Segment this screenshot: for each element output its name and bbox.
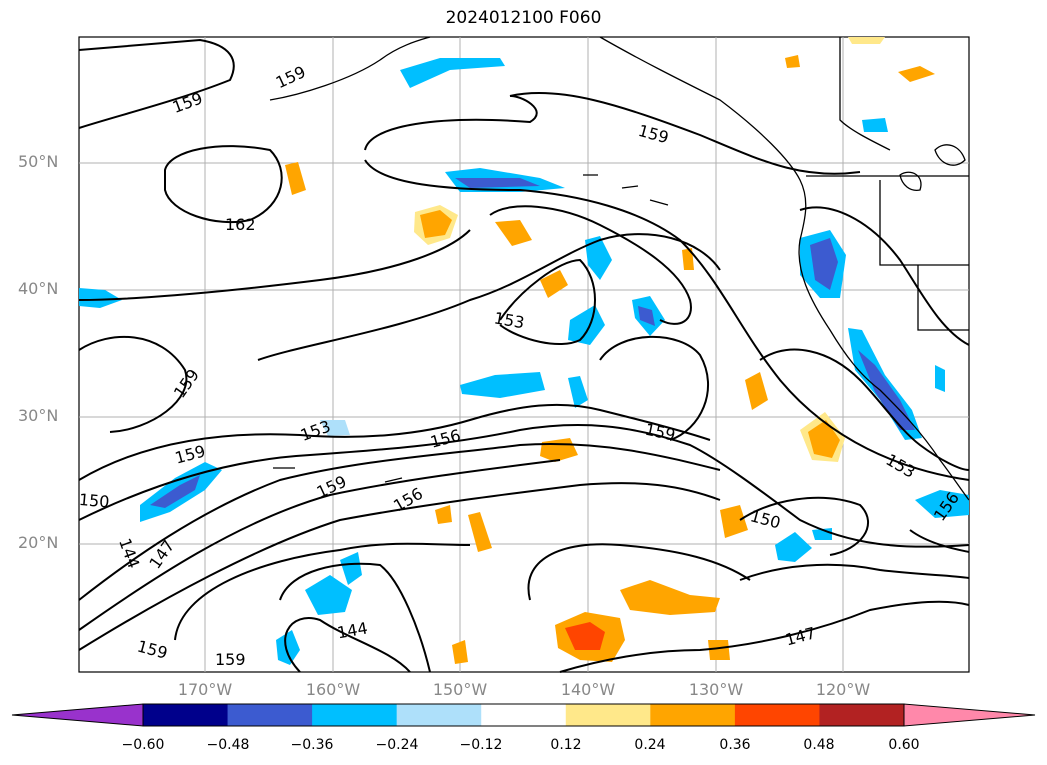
pos-patch bbox=[620, 580, 720, 615]
pos-patch bbox=[745, 372, 768, 410]
neg-patch bbox=[775, 532, 812, 562]
pos-patch bbox=[708, 640, 730, 660]
pos-patch bbox=[808, 420, 840, 458]
lon-label: 120°W bbox=[815, 680, 871, 699]
neg-patch bbox=[810, 238, 838, 290]
pos-patch bbox=[452, 640, 468, 664]
neg-patch bbox=[568, 305, 605, 345]
pos-patch bbox=[435, 505, 452, 524]
neg-patch bbox=[862, 118, 888, 132]
neg-patch bbox=[320, 420, 350, 436]
neg-patch bbox=[935, 365, 945, 392]
grid-lines bbox=[79, 37, 969, 672]
lon-label: 160°W bbox=[305, 680, 361, 699]
neg-patch bbox=[340, 552, 362, 585]
colorbar-extend-low bbox=[11, 703, 144, 727]
coastlines bbox=[269, 36, 970, 501]
neg-patch bbox=[276, 630, 300, 665]
pos-patch bbox=[420, 210, 452, 238]
colorbar-tick: −0.12 bbox=[459, 737, 503, 753]
colorbar-segment bbox=[819, 704, 905, 726]
neg-patch bbox=[400, 58, 505, 88]
colorbar-segment bbox=[481, 704, 567, 726]
colorbar-segment bbox=[734, 704, 820, 726]
colorbar-tick: −0.36 bbox=[290, 737, 334, 753]
lat-label: 30°N bbox=[18, 406, 59, 425]
neg-patch bbox=[305, 575, 352, 615]
pos-patch bbox=[285, 162, 306, 195]
contour-label: 150 bbox=[78, 490, 110, 512]
lon-label: 150°W bbox=[432, 680, 488, 699]
neg-patch bbox=[79, 288, 122, 308]
colorbar-segment bbox=[396, 704, 482, 726]
pos-patch bbox=[565, 622, 605, 650]
neg-patch bbox=[568, 376, 588, 408]
colorbar-tick: −0.48 bbox=[206, 737, 250, 753]
lon-label: 130°W bbox=[688, 680, 744, 699]
colorbar-segment bbox=[143, 704, 229, 726]
colorbar-tick: −0.24 bbox=[375, 737, 419, 753]
pos-patch bbox=[898, 66, 935, 82]
lat-label: 40°N bbox=[18, 279, 59, 298]
contour-label: 162 bbox=[225, 215, 256, 234]
colorbar-segment bbox=[650, 704, 736, 726]
colorbar-tick: 0.48 bbox=[803, 737, 835, 753]
neg-patch bbox=[858, 350, 915, 430]
neg-patch bbox=[150, 475, 200, 508]
height-contours bbox=[78, 38, 970, 673]
colorbar-segment bbox=[227, 704, 313, 726]
contour-label: 159 bbox=[215, 650, 246, 669]
colorbar-extend-high bbox=[903, 703, 1036, 727]
pos-patch bbox=[720, 505, 748, 538]
lon-label: 170°W bbox=[177, 680, 233, 699]
pos-patch bbox=[848, 37, 885, 44]
neg-patch bbox=[585, 236, 612, 280]
lat-label: 50°N bbox=[18, 152, 59, 171]
pos-patch bbox=[468, 512, 492, 552]
lon-label: 140°W bbox=[560, 680, 616, 699]
colorbar-tick: −0.60 bbox=[121, 737, 165, 753]
neg-patch bbox=[455, 178, 540, 188]
pos-patch bbox=[785, 55, 800, 68]
colorbar-tick: 0.24 bbox=[634, 737, 666, 753]
colorbar-segment bbox=[565, 704, 651, 726]
pos-patch bbox=[682, 248, 694, 270]
neg-patch bbox=[460, 372, 545, 398]
colorbar-tick: 0.36 bbox=[719, 737, 751, 753]
neg-patch bbox=[638, 306, 655, 326]
lat-label: 20°N bbox=[18, 533, 59, 552]
pos-patch bbox=[495, 220, 532, 246]
map-title: 2024012100 F060 bbox=[445, 8, 602, 28]
colorbar-tick: 0.60 bbox=[888, 737, 920, 753]
colorbar-tick: 0.12 bbox=[550, 737, 582, 753]
anomaly-fills bbox=[79, 37, 969, 665]
neg-patch bbox=[915, 490, 969, 518]
pos-patch bbox=[540, 270, 568, 298]
colorbar-segment bbox=[312, 704, 398, 726]
